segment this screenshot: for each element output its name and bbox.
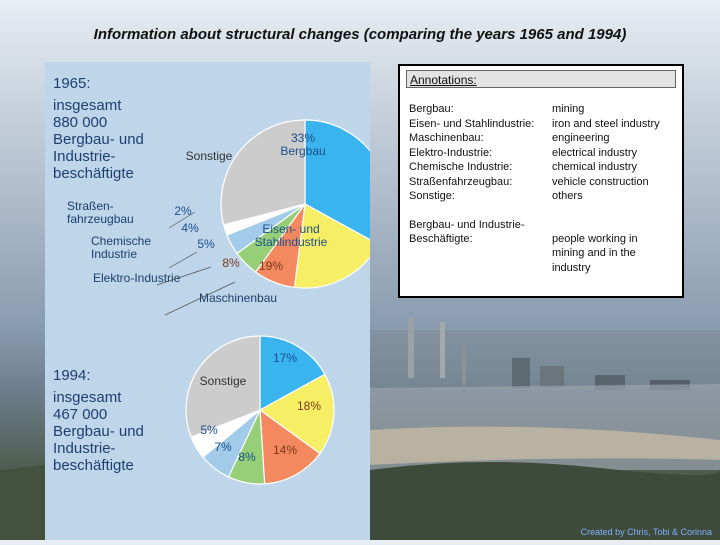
credit-text: Created by Chris, Tobi & Corinna <box>580 527 712 537</box>
annotation-english: electrical industry <box>552 146 637 159</box>
slide-title: Information about structural changes (co… <box>93 26 627 43</box>
annotation-english: engineering <box>552 132 610 144</box>
year-label: 1965: <box>53 75 91 92</box>
slice-label: 19% <box>259 259 283 273</box>
caption-line: Industrie- <box>53 148 116 165</box>
chart-panel: 1965: insgesamt 880 000 Bergbau- und Industr… <box>45 62 390 540</box>
pie-slice <box>259 335 326 412</box>
annotations-box: Annotations: Bergbau: mining Eisen- und … <box>398 64 684 298</box>
annotation-english: iron and steel industry <box>552 117 660 130</box>
slice-label: Sonstige <box>186 149 233 163</box>
annotation-row: Eisen- und Stahlindustrie: iron and stee… <box>409 117 681 132</box>
annotation-german: Straßenfahrzeugbau: <box>409 175 513 188</box>
leader-line <box>156 266 212 286</box>
slice-label: 5% <box>197 237 215 251</box>
annotation-row: Straßenfahrzeugbau: vehicle construction <box>409 175 681 190</box>
leader-line <box>168 251 198 269</box>
annotation-row: Chemische Industrie: chemical industry <box>409 160 681 175</box>
slice-label: 14% <box>273 443 297 457</box>
slice-label: Sonstige <box>200 374 247 388</box>
slice-outer-label: Maschinenbau <box>199 291 277 305</box>
annotation-english: others <box>552 190 583 202</box>
slice-label: 18% <box>297 399 321 413</box>
caption-line: Industrie- <box>53 440 116 457</box>
annotation-german: Bergbau: <box>409 103 454 115</box>
annotation-german: Sonstige: <box>409 190 455 202</box>
annotations-heading: Annotations: <box>406 70 676 88</box>
annotation-english: mining <box>552 103 585 115</box>
slice-label: 8% <box>238 450 256 464</box>
annotation-row: Sonstige: others <box>409 189 681 204</box>
slice-outer-label: Chemische Industrie <box>91 234 151 261</box>
year-label: 1994: <box>53 367 91 384</box>
slice-label: 5% <box>200 423 218 437</box>
slice-label: 4% <box>181 221 199 235</box>
caption-line: Bergbau- und <box>53 131 144 148</box>
annotation-german: Eisen- und Stahlindustrie: <box>409 117 535 130</box>
caption-line: insgesamt <box>53 389 122 406</box>
annotation-german: Maschinenbau: <box>409 132 484 144</box>
caption-line: 880 000 <box>53 114 107 131</box>
slice-outer-label: Eisen- und Stahlindustrie <box>255 222 328 249</box>
slice-outer-label: Elektro-Industrie <box>93 271 181 285</box>
annotation-english: vehicle construction <box>552 175 649 188</box>
slice-label: 2% <box>174 204 192 218</box>
caption-line: Bergbau- und <box>53 423 144 440</box>
slice-label: 7% <box>214 440 232 454</box>
caption-line: beschäftigte <box>53 165 134 182</box>
annotations-list: Bergbau: mining Eisen- und Stahlindustri… <box>409 102 681 275</box>
slice-outer-label: Straßen-fahrzeugbau <box>67 199 134 226</box>
caption-line: insgesamt <box>53 97 122 114</box>
annotation-german: Elektro-Industrie: <box>409 146 493 159</box>
pie-slice <box>220 119 306 226</box>
annotation-english: people working in mining and in the indu… <box>552 232 638 274</box>
annotation-row: Elektro-Industrie: electrical industry <box>409 146 681 161</box>
caption-line: beschäftigte <box>53 457 134 474</box>
slice-label: 8% <box>222 256 240 270</box>
slice-label: 33% Bergbau <box>280 131 325 158</box>
annotation-german: Bergbau- und Industrie- Beschäftigte: <box>409 218 525 246</box>
pie-slice <box>258 373 335 455</box>
slice-label: 17% <box>273 351 297 365</box>
pie-slice <box>185 335 261 439</box>
leader-line <box>168 211 196 229</box>
annotation-row: Bergbau: mining <box>409 102 681 117</box>
caption-line: 467 000 <box>53 406 107 423</box>
leader-line <box>164 281 236 316</box>
annotation-row: Bergbau- und Industrie- Beschäftigte: pe… <box>409 218 681 276</box>
annotation-row: Maschinenbau: engineering <box>409 131 681 146</box>
pie-slice <box>259 408 321 485</box>
annotation-english: chemical industry <box>552 161 637 173</box>
annotation-german: Chemische Industrie: <box>409 161 513 173</box>
